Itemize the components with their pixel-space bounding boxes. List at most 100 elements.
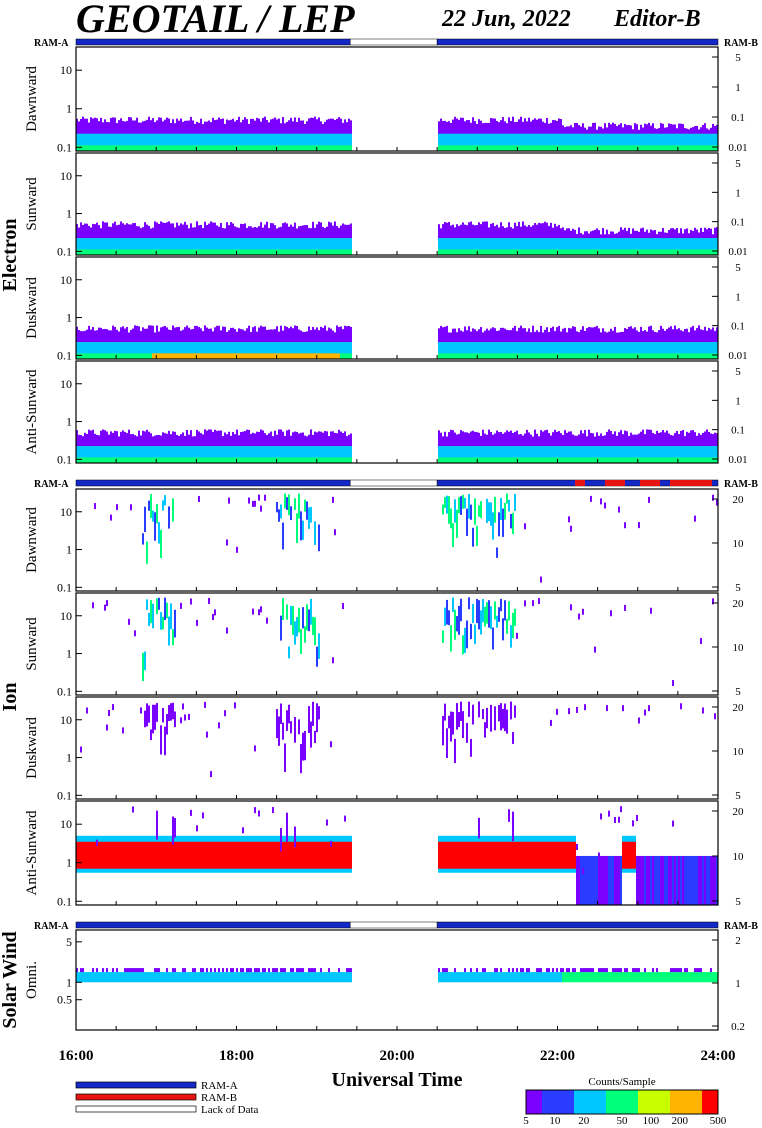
colorbar-cell: [594, 1090, 599, 1114]
spectro-cell: [178, 342, 180, 359]
spectro-cell: [308, 841, 310, 869]
spectro-cell: [644, 238, 646, 255]
spectro-cell: [298, 238, 300, 255]
spectro-cell: [496, 145, 498, 151]
spectro-cell: [476, 968, 478, 973]
spectro-cell: [518, 841, 520, 869]
spectro-cell: [214, 968, 216, 973]
spectro-cell: [624, 133, 626, 151]
spectro-cell: [502, 972, 504, 983]
spectro-cell: [300, 628, 302, 655]
spectro-cell: [590, 457, 592, 463]
spectro-cell: [274, 446, 276, 463]
chart-date: 22 Jun, 2022: [441, 6, 571, 32]
spectro-cell: [178, 972, 180, 983]
spectro-cell: [582, 972, 584, 983]
spectro-cell: [312, 353, 314, 359]
spectro-cell: [256, 249, 258, 255]
spectro-cell: [190, 145, 192, 151]
right-tick-label: 1: [735, 82, 741, 94]
spectro-cell: [438, 353, 440, 359]
spectro-cell: [84, 457, 86, 463]
spectro-cell: [568, 708, 570, 715]
spectro-cell: [238, 133, 240, 151]
spectro-cell: [142, 342, 144, 359]
spectro-cell: [544, 145, 546, 151]
spectro-cell: [202, 353, 204, 359]
spectro-cell: [568, 457, 570, 463]
spectro-cell: [198, 972, 200, 983]
spectro-cell: [614, 353, 616, 359]
spectro-cell: [268, 133, 270, 151]
spectro-cell: [700, 249, 702, 255]
spectro-cell: [466, 342, 468, 359]
spectro-cell: [508, 457, 510, 463]
spectro-cell: [194, 446, 196, 463]
spectro-cell: [166, 342, 168, 359]
spectro-cell: [448, 715, 450, 729]
spectro-cell: [166, 972, 168, 983]
spectro-cell: [98, 133, 100, 151]
spectro-cell: [260, 446, 262, 463]
spectro-cell: [270, 457, 272, 463]
spectro-cell: [684, 457, 686, 463]
spectro-cell: [598, 446, 600, 463]
spectro-cell: [298, 145, 300, 151]
spectro-cell: [462, 494, 464, 509]
spectro-cell: [160, 972, 162, 983]
spectro-cell: [452, 972, 454, 983]
spectro-cell: [576, 238, 578, 255]
spectro-cell: [638, 353, 640, 359]
spectro-cell: [80, 746, 82, 753]
spectro-cell: [444, 145, 446, 151]
spectro-cell: [686, 457, 688, 463]
spectro-cell: [82, 133, 84, 151]
spectro-cell: [200, 133, 202, 151]
panel-label: Sunward: [24, 177, 40, 231]
spectro-cell: [192, 972, 194, 983]
spectro-cell: [278, 238, 280, 255]
spectro-cell: [336, 238, 338, 255]
spectro-cell: [294, 145, 296, 151]
spectro-cell: [86, 841, 88, 869]
spectro-cell: [692, 972, 694, 983]
spectro-cell: [568, 342, 570, 359]
spectro-cell: [694, 457, 696, 463]
spectro-cell: [528, 841, 530, 869]
spectro-cell: [122, 342, 124, 359]
spectro-cell: [94, 353, 96, 359]
spectro-cell: [646, 972, 648, 983]
spectro-cell: [168, 705, 170, 722]
spectro-cell: [188, 457, 190, 463]
spectro-cell: [512, 133, 514, 151]
spectro-cell: [308, 353, 310, 359]
spectro-cell: [248, 249, 250, 255]
spectro-cell: [160, 238, 162, 255]
spectro-cell: [266, 133, 268, 151]
spectro-cell: [96, 249, 98, 255]
spectro-cell: [498, 342, 500, 359]
spectro-cell: [130, 968, 132, 973]
spectro-cell: [196, 238, 198, 255]
spectro-cell: [200, 342, 202, 359]
spectro-cell: [672, 968, 674, 973]
spectro-cell: [478, 457, 480, 463]
spectro-cell: [654, 342, 656, 359]
spectro-cell: [296, 145, 298, 151]
spectro-cell: [92, 972, 94, 983]
spectro-cell: [610, 972, 612, 983]
spectro-cell: [458, 238, 460, 255]
spectro-cell: [586, 353, 588, 359]
spectro-cell: [492, 342, 494, 359]
spectro-cell: [184, 972, 186, 983]
spectro-cell: [574, 342, 576, 359]
spectro-cell: [714, 342, 716, 359]
spectro-cell: [602, 972, 604, 983]
spectro-cell: [508, 841, 510, 869]
spectro-cell: [714, 145, 716, 151]
spectro-cell: [80, 145, 82, 151]
spectro-cell: [156, 342, 158, 359]
spectro-cell: [534, 446, 536, 463]
spectro-cell: [152, 972, 154, 983]
